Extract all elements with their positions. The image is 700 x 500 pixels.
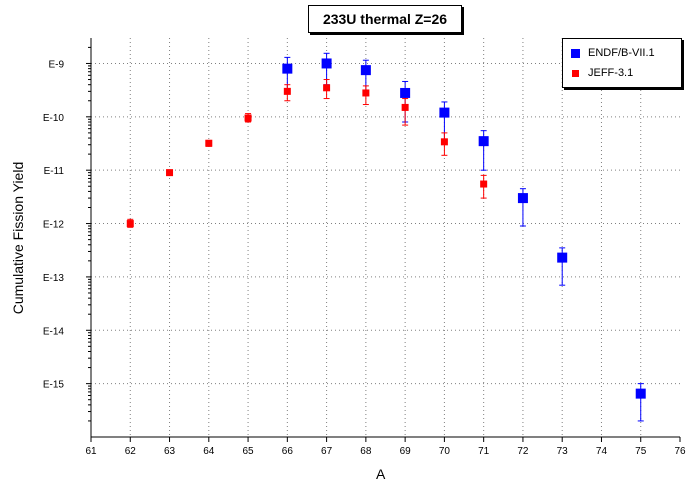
- x-tick-label: 61: [85, 446, 97, 457]
- data-point-jeff: [166, 169, 174, 177]
- legend-swatch-endf: [571, 48, 580, 58]
- data-point-endf: [557, 252, 568, 263]
- data-point-jeff: [205, 139, 213, 147]
- data-point-jeff: [244, 114, 252, 122]
- x-tick-label: 76: [674, 446, 686, 457]
- x-tick-label: 70: [439, 446, 451, 457]
- x-tick-label: 74: [596, 446, 608, 457]
- x-tick-label: 71: [478, 446, 490, 457]
- x-tick-label: 62: [125, 446, 137, 457]
- data-point-endf: [635, 388, 646, 399]
- data-point-endf: [400, 87, 411, 98]
- legend-label-endf: ENDF/B-VII.1: [588, 47, 655, 59]
- data-point-jeff: [323, 84, 331, 92]
- data-point-endf: [282, 63, 293, 74]
- axes: 61 62 63 64 65 66 67 68 69 70 71 72 73 74 75 76 E-9 E-10 E…: [43, 38, 686, 457]
- data-point-jeff: [362, 89, 370, 97]
- x-tick-label: 75: [635, 446, 647, 457]
- data-point-endf: [360, 65, 371, 76]
- data-point-jeff: [283, 87, 291, 95]
- data-point-endf: [517, 193, 528, 204]
- x-tick-label: 69: [400, 446, 412, 457]
- legend-swatch-jeff: [572, 69, 579, 77]
- legend-entry-jeff: JEFF-3.1: [571, 67, 633, 79]
- series-endf: [282, 52, 646, 422]
- grid-lines: [91, 38, 680, 437]
- x-axis-label: A: [376, 466, 386, 482]
- x-tick-label: 65: [243, 446, 255, 457]
- legend-entry-endf: ENDF/B-VII.1: [571, 47, 655, 59]
- legend-label-jeff: JEFF-3.1: [588, 67, 634, 79]
- x-tick-label: 64: [203, 446, 215, 457]
- data-point-endf: [478, 136, 489, 147]
- y-tick-label: E-13: [43, 273, 65, 284]
- x-tick-label: 66: [282, 446, 294, 457]
- y-tick-label: E-9: [48, 59, 64, 70]
- y-tick-label: E-14: [43, 326, 65, 337]
- data-point-endf: [439, 107, 450, 118]
- legend: ENDF/B-VII.1 JEFF-3.1: [562, 38, 682, 88]
- x-tick-label: 68: [360, 446, 372, 457]
- data-point-jeff: [401, 103, 409, 111]
- x-tick-label: 73: [557, 446, 569, 457]
- x-tick-label: 63: [164, 446, 176, 457]
- data-series: [126, 52, 646, 422]
- data-point-jeff: [440, 138, 448, 146]
- y-tick-label: E-10: [43, 113, 65, 124]
- y-tick-label: E-12: [43, 220, 65, 231]
- data-point-jeff: [126, 220, 134, 228]
- x-tick-label: 72: [517, 446, 529, 457]
- chart-title: 233U thermal Z=26: [308, 5, 462, 33]
- y-tick-label: E-15: [43, 380, 65, 391]
- y-tick-label: E-11: [44, 166, 65, 177]
- series-jeff: [126, 79, 488, 228]
- x-tick-label: 67: [321, 446, 333, 457]
- y-axis-label: Cumulative Fission Yield: [10, 161, 26, 315]
- data-point-jeff: [480, 180, 488, 188]
- data-point-endf: [321, 58, 332, 69]
